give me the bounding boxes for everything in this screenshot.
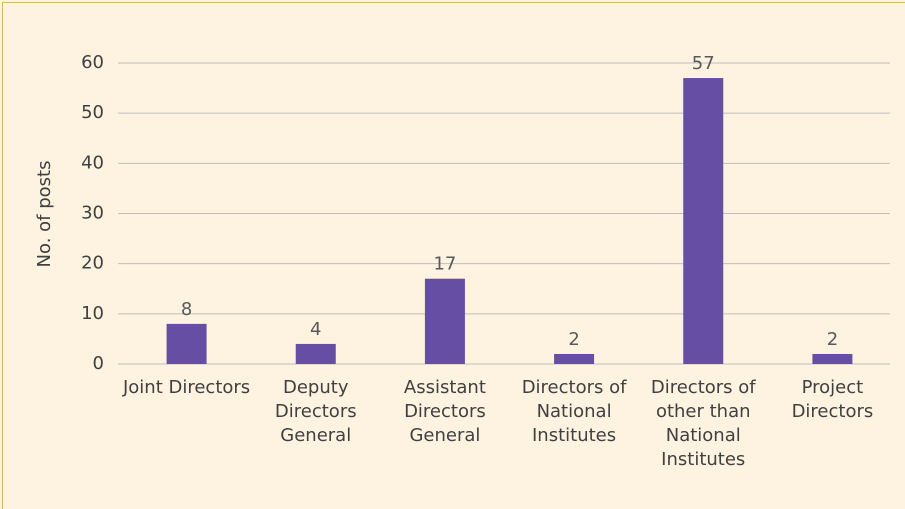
x-tick-label: Directors of other than National Institu… xyxy=(650,377,756,470)
value-label: 57 xyxy=(692,53,715,74)
bar xyxy=(166,323,207,364)
value-label: 4 xyxy=(310,319,321,340)
bar xyxy=(424,278,465,364)
x-tick-label: Deputy Directors General xyxy=(274,377,357,446)
value-label: 8 xyxy=(181,299,192,320)
y-tick-label: 0 xyxy=(93,353,104,374)
bar xyxy=(683,78,724,365)
y-tick-label: 60 xyxy=(81,52,104,73)
x-tick-label: Assistant Directors General xyxy=(403,377,486,446)
bar xyxy=(295,343,336,364)
x-tick-label: Project Directors xyxy=(791,377,874,422)
y-tick-label: 50 xyxy=(81,102,104,123)
bar xyxy=(812,353,853,364)
y-axis-title: No. of posts xyxy=(34,161,55,268)
y-tick-label: 10 xyxy=(81,303,104,324)
value-label: 2 xyxy=(827,329,838,350)
value-label: 2 xyxy=(568,329,579,350)
x-tick-label: Directors of National Institutes xyxy=(521,377,627,446)
bar xyxy=(554,353,595,364)
y-tick-label: 30 xyxy=(81,203,104,224)
y-tick-label: 20 xyxy=(81,253,104,274)
x-tick-label: Joint Directors xyxy=(122,377,251,398)
y-tick-label: 40 xyxy=(81,152,104,173)
value-label: 17 xyxy=(433,254,456,275)
